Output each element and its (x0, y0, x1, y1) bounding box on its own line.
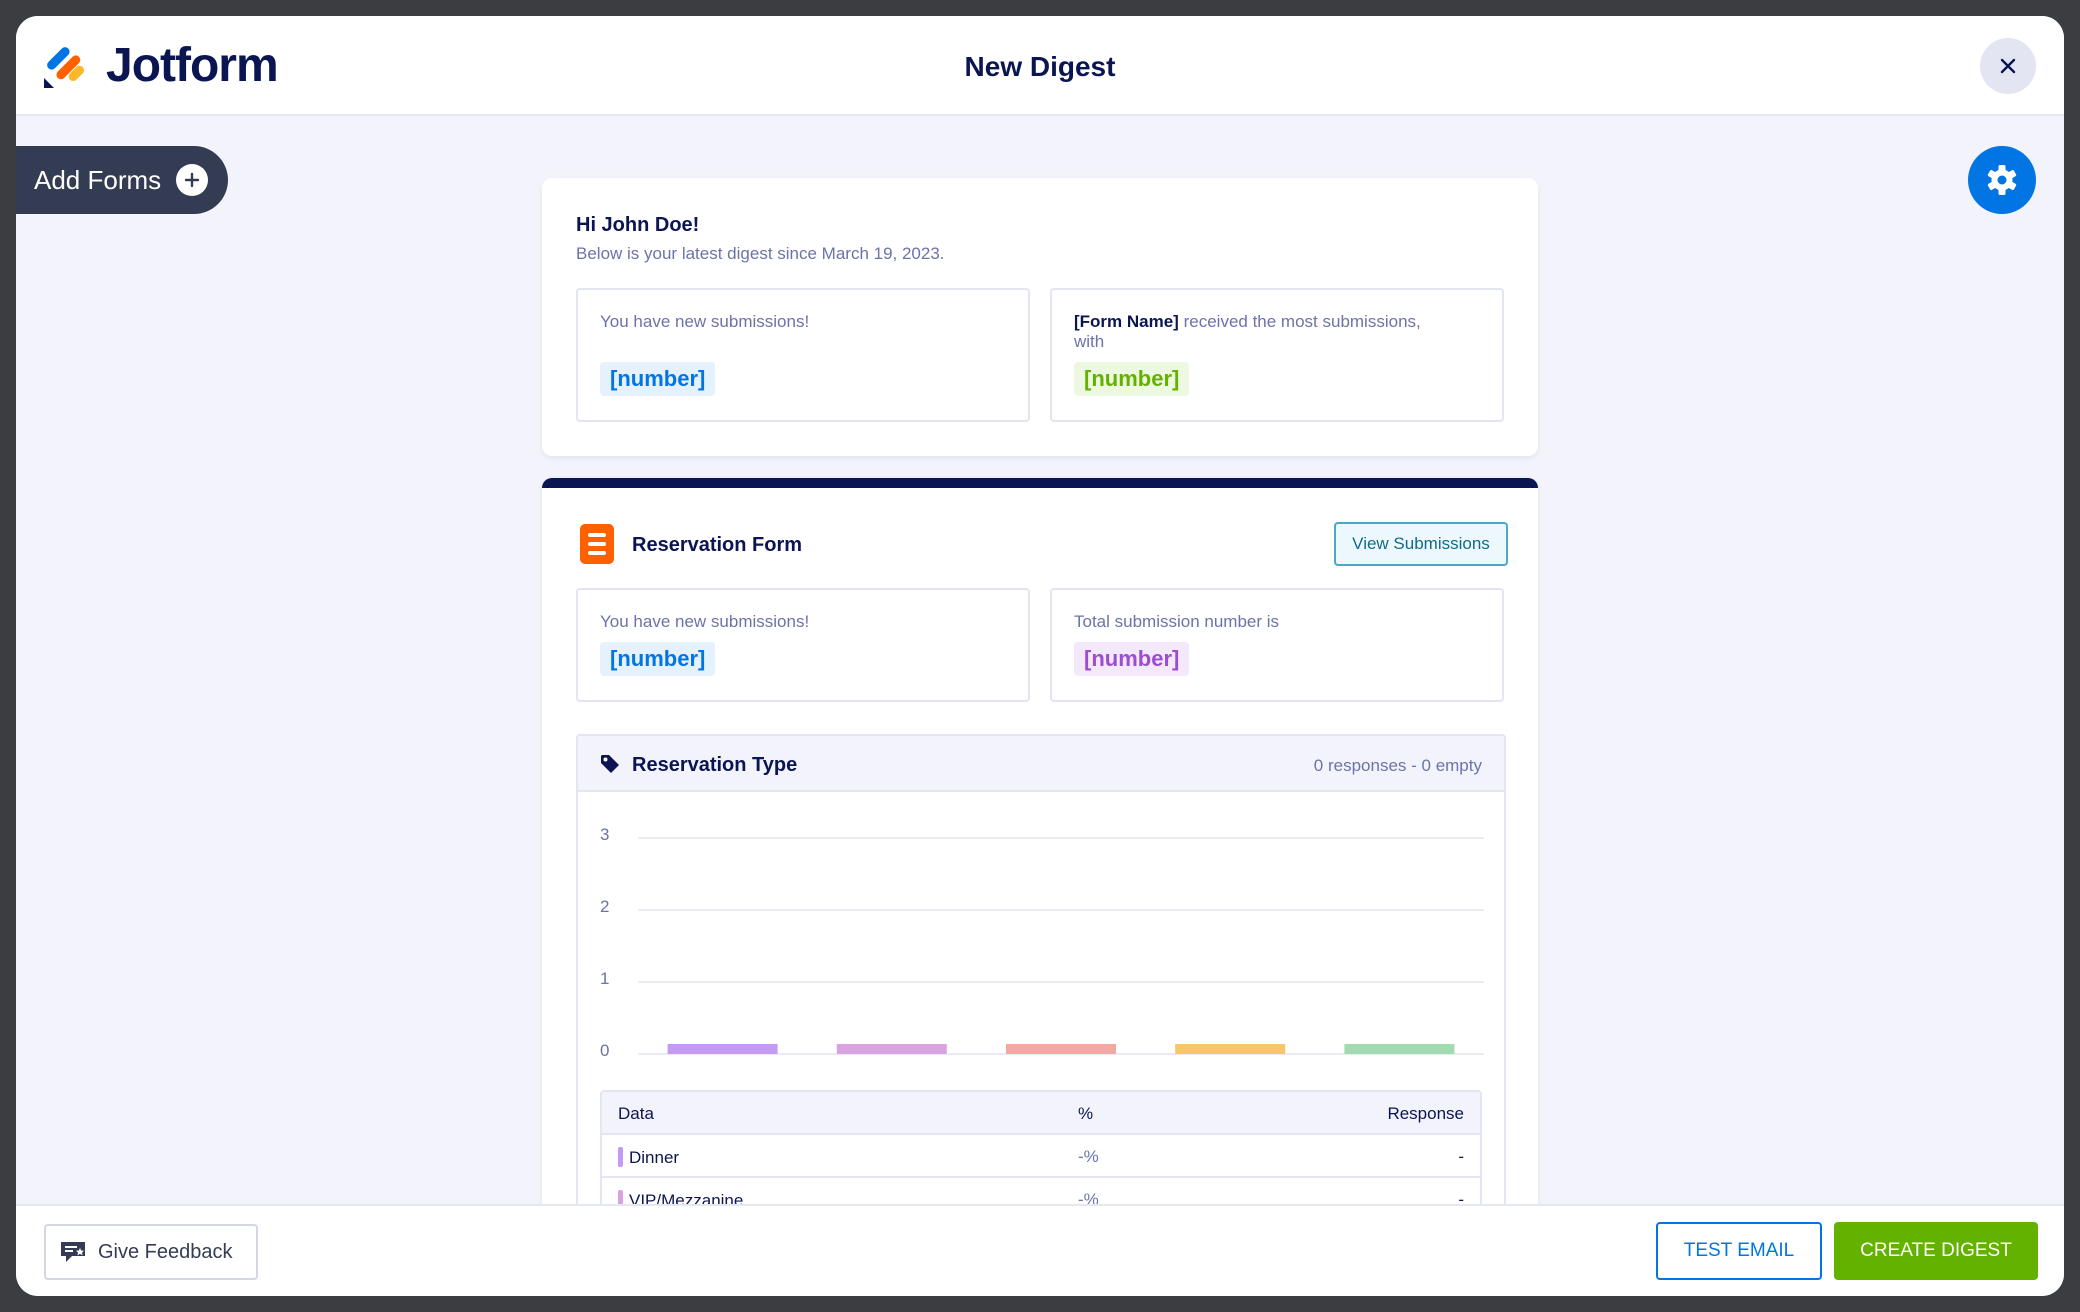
y-tick-label: 1 (600, 969, 609, 988)
new-submissions-box: You have new submissions! [number] (576, 288, 1030, 422)
create-digest-button[interactable]: CREATE DIGEST (1834, 1222, 2038, 1280)
row-percent: -% (1078, 1147, 1099, 1167)
table-row: Dinner -% - (602, 1135, 1480, 1178)
view-submissions-button[interactable]: View Submissions (1334, 522, 1508, 566)
y-tick-label: 3 (600, 825, 609, 844)
form-total-text: Total submission number is (1074, 612, 1279, 632)
data-table: Data % Response Dinner -% - VIP/Mezzanin… (600, 1090, 1482, 1204)
row-response: - (1458, 1190, 1464, 1204)
y-tick-label: 2 (600, 897, 609, 916)
question-title: Reservation Type (632, 754, 797, 777)
header: Jotform New Digest (16, 16, 2064, 116)
digest-window: Jotform New Digest Hi John Doe! Below is… (16, 16, 2064, 1296)
row-response: - (1458, 1147, 1464, 1167)
add-forms-button[interactable]: Add Forms (16, 146, 228, 214)
form-name-placeholder: [Form Name] (1074, 312, 1179, 331)
row-percent: -% (1078, 1190, 1099, 1204)
page-title: New Digest (16, 51, 2064, 83)
close-icon (1999, 57, 2017, 75)
give-feedback-label: Give Feedback (98, 1241, 233, 1264)
row-label-text: Dinner (629, 1148, 679, 1167)
row-label-text: VIP/Mezzanine (629, 1191, 743, 1204)
color-swatch (618, 1190, 623, 1204)
column-header-data: Data (618, 1104, 654, 1124)
feedback-icon (60, 1240, 86, 1264)
table-row: VIP/Mezzanine -% - (602, 1178, 1480, 1204)
y-tick-label: 0 (600, 1041, 609, 1060)
bar (837, 1044, 947, 1054)
most-submissions-value: [number] (1074, 362, 1189, 396)
settings-button[interactable] (1968, 146, 2036, 214)
new-submissions-value: [number] (600, 362, 715, 396)
give-feedback-button[interactable]: Give Feedback (44, 1224, 258, 1280)
table-header-row: Data % Response (602, 1092, 1480, 1135)
bar-chart: 0 1 2 3 (578, 792, 1504, 1082)
form-title: Reservation Form (632, 534, 802, 557)
tag-icon (600, 754, 620, 774)
form-new-submissions-text: You have new submissions! (600, 612, 809, 632)
most-submissions-text: [Form Name] received the most submission… (1074, 312, 1454, 352)
most-submissions-box: [Form Name] received the most submission… (1050, 288, 1504, 422)
bar (1175, 1044, 1285, 1054)
test-email-button[interactable]: TEST EMAIL (1656, 1222, 1822, 1280)
bar (1344, 1044, 1454, 1054)
bar (668, 1044, 778, 1054)
plus-icon (176, 164, 208, 196)
bar (1006, 1044, 1116, 1054)
row-label: Dinner (618, 1147, 679, 1168)
form-new-submissions-box: You have new submissions! [number] (576, 588, 1030, 702)
form-total-value: [number] (1074, 642, 1189, 676)
column-header-response: Response (1387, 1104, 1464, 1124)
greeting-title: Hi John Doe! (576, 214, 699, 237)
add-forms-label: Add Forms (34, 165, 161, 196)
close-button[interactable] (1980, 38, 2036, 94)
form-new-submissions-value: [number] (600, 642, 715, 676)
question-header: Reservation Type 0 responses - 0 empty (578, 736, 1504, 792)
form-card: Reservation Form View Submissions You ha… (542, 478, 1538, 1204)
question-section: Reservation Type 0 responses - 0 empty 0… (576, 734, 1506, 1204)
gear-icon (1985, 163, 2019, 197)
new-submissions-text: You have new submissions! (600, 312, 809, 332)
footer: Give Feedback TEST EMAIL CREATE DIGEST (16, 1204, 2064, 1296)
color-swatch (618, 1147, 623, 1167)
greeting-subtitle: Below is your latest digest since March … (576, 244, 945, 264)
form-total-box: Total submission number is [number] (1050, 588, 1504, 702)
column-header-percent: % (1078, 1104, 1093, 1124)
digest-preview[interactable]: Hi John Doe! Below is your latest digest… (16, 118, 2064, 1204)
question-meta: 0 responses - 0 empty (1314, 756, 1482, 776)
row-label: VIP/Mezzanine (618, 1190, 743, 1204)
greeting-card: Hi John Doe! Below is your latest digest… (542, 178, 1538, 456)
form-document-icon (580, 524, 614, 564)
